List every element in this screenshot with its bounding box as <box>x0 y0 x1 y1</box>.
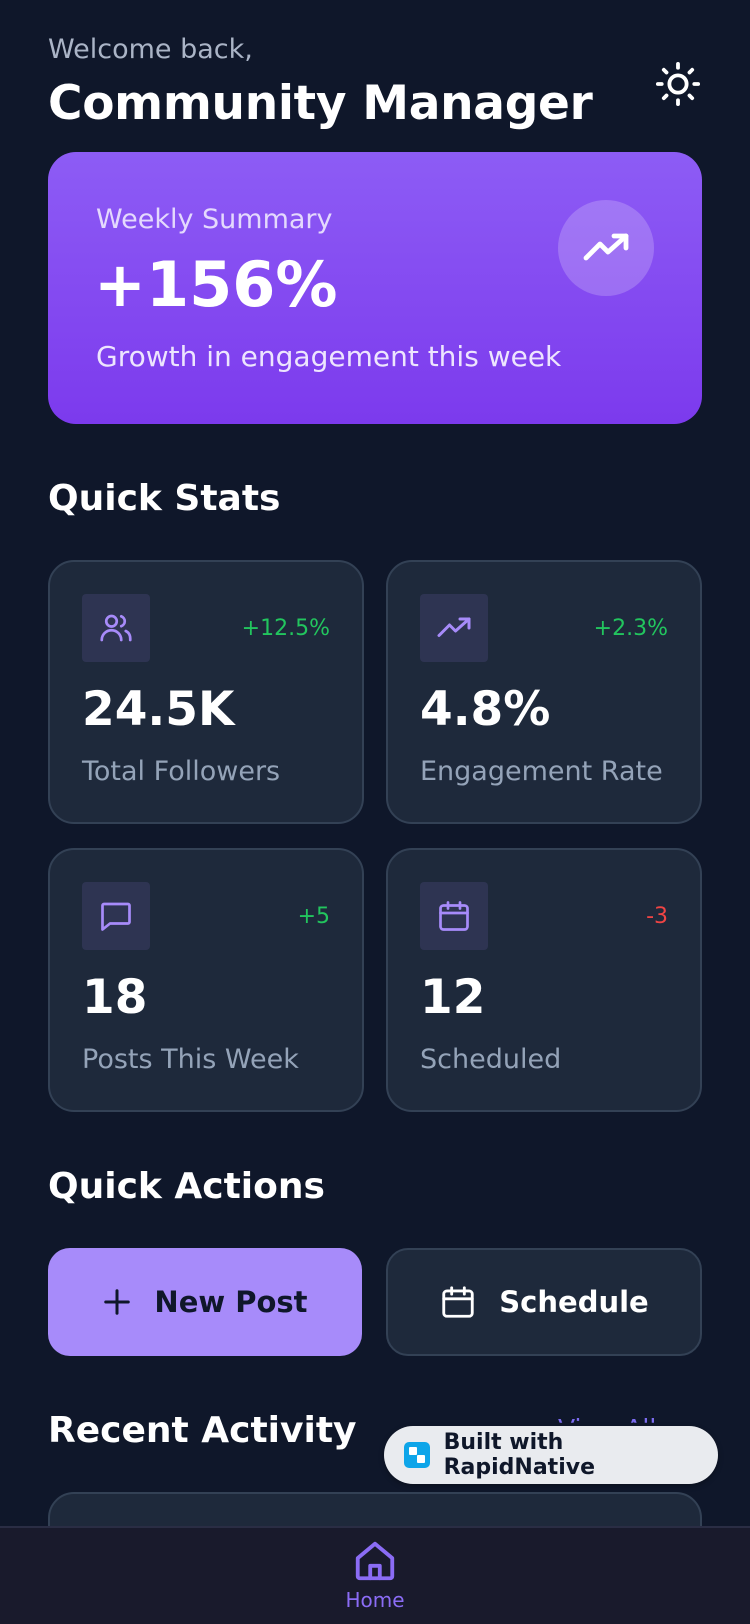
stat-change: +12.5% <box>241 616 330 641</box>
stat-label: Engagement Rate <box>420 756 663 787</box>
recent-activity-title: Recent Activity <box>48 1410 357 1451</box>
quick-stats-title: Quick Stats <box>48 478 281 519</box>
plus-icon <box>104 1289 131 1315</box>
badge-text: Built with RapidNative <box>443 1430 595 1480</box>
stat-change: +2.3% <box>593 616 668 641</box>
new-post-button[interactable]: New Post <box>48 1248 362 1356</box>
stat-card-posts[interactable]: +5 18 Posts This Week <box>48 848 364 1112</box>
stat-value: 4.8% <box>420 682 551 737</box>
theme-toggle-button[interactable] <box>650 56 706 112</box>
calendar-icon <box>439 901 469 931</box>
schedule-label: Schedule <box>499 1285 649 1319</box>
stat-value: 24.5K <box>82 682 235 737</box>
stat-label: Scheduled <box>420 1044 562 1075</box>
new-post-label: New Post <box>154 1285 308 1319</box>
summary-description: Growth in engagement this week <box>96 340 562 373</box>
stat-label: Posts This Week <box>82 1044 299 1075</box>
sun-icon <box>655 61 701 107</box>
bottom-navigation: Home <box>0 1526 750 1624</box>
stat-card-engagement[interactable]: +2.3% 4.8% Engagement Rate <box>386 560 702 824</box>
trending-up-icon <box>437 617 471 637</box>
stat-card-scheduled[interactable]: -3 12 Scheduled <box>386 848 702 1112</box>
quick-actions-title: Quick Actions <box>48 1166 325 1207</box>
stat-value: 12 <box>420 970 486 1025</box>
summary-icon-circle <box>558 200 654 296</box>
weekly-summary-card[interactable]: Weekly Summary +156% Growth in engagemen… <box>48 152 702 424</box>
stat-icon-box <box>420 882 488 950</box>
home-icon <box>355 1541 395 1581</box>
stat-change: +5 <box>297 904 330 929</box>
schedule-button[interactable]: Schedule <box>386 1248 702 1356</box>
nav-home-label: Home <box>345 1588 405 1612</box>
welcome-text: Welcome back, <box>48 34 253 65</box>
summary-value: +156% <box>94 248 338 321</box>
stat-change: -3 <box>646 904 668 929</box>
stat-card-followers[interactable]: +12.5% 24.5K Total Followers <box>48 560 364 824</box>
stat-label: Total Followers <box>82 756 281 787</box>
summary-label: Weekly Summary <box>96 204 333 235</box>
trending-up-icon <box>583 233 629 261</box>
user-name: Community Manager <box>48 76 593 131</box>
stat-value: 18 <box>82 970 148 1025</box>
calendar-icon <box>442 1286 474 1318</box>
stat-icon-box <box>82 594 150 662</box>
message-icon <box>101 902 131 931</box>
users-icon <box>100 614 132 642</box>
view-all-link[interactable]: View All <box>558 1414 656 1423</box>
built-with-badge[interactable]: Built with RapidNative <box>384 1426 718 1484</box>
stat-icon-box <box>82 882 150 950</box>
stat-icon-box <box>420 594 488 662</box>
nav-item-home[interactable]: Home <box>320 1538 430 1624</box>
rapidnative-logo-icon <box>404 1442 430 1468</box>
